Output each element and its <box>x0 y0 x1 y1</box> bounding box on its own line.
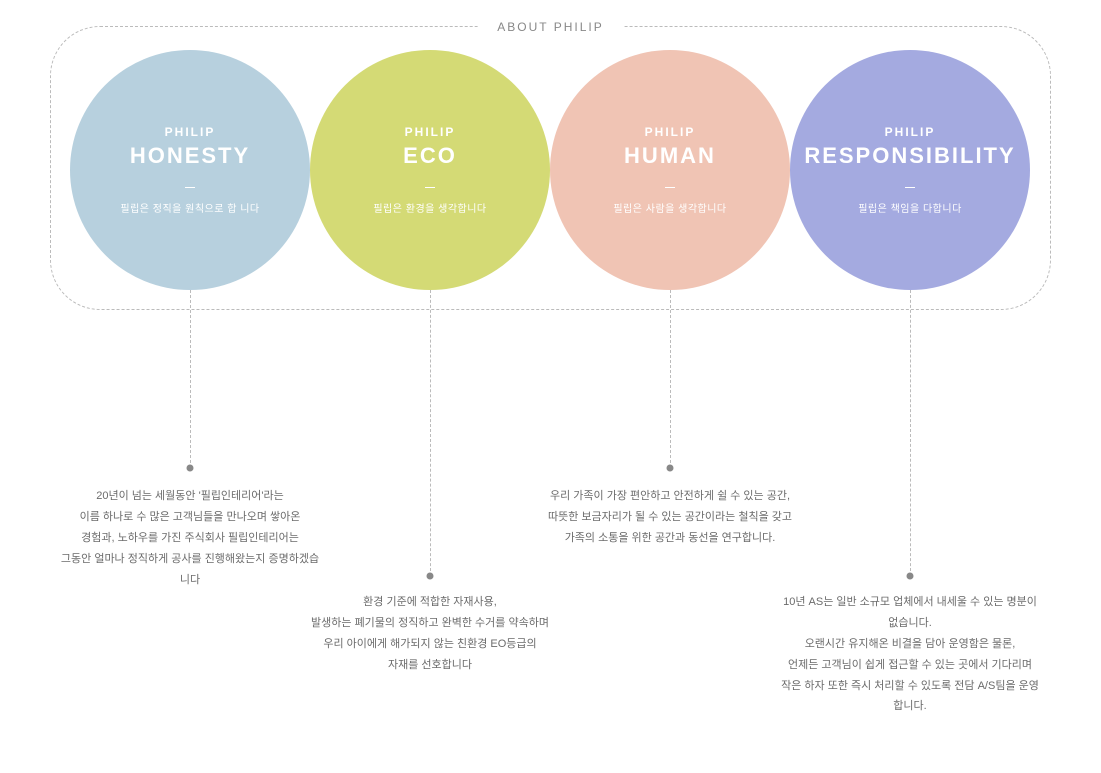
description-responsibility: 10년 AS는 일반 소규모 업체에서 내세울 수 있는 명분이 없습니다.오랜… <box>780 592 1040 717</box>
desc-line: 따뜻한 보금자리가 될 수 있는 공간이라는 철칙을 갖고 <box>540 507 800 528</box>
circle-eco: PHILIP ECO 필립은 환경을 생각합니다 <box>310 50 550 290</box>
circle-tagline: 필립은 책임을 다합니다 <box>858 200 962 215</box>
circle-tagline: 필립은 정직을 원칙으로 합 니다 <box>120 200 259 215</box>
circle-divider <box>185 187 195 188</box>
leader-line <box>910 290 911 576</box>
leader-dot <box>667 465 674 472</box>
description-human: 우리 가족이 가장 편안하고 안전하게 쉴 수 있는 공간,따뜻한 보금자리가 … <box>540 486 800 549</box>
circle-value: RESPONSIBILITY <box>804 143 1015 169</box>
desc-line: 그동안 얼마나 정직하게 공사를 진행해왔는지 증명하겠습니다 <box>60 549 320 591</box>
circle-divider <box>905 187 915 188</box>
infographic-container: ABOUT PHILIP PHILIP HONESTY 필립은 정직을 원칙으로 합… <box>0 0 1101 773</box>
leader-dot <box>187 465 194 472</box>
desc-line: 오랜시간 유지해온 비결을 담아 운영함은 물론, <box>780 634 1040 655</box>
circle-value: HONESTY <box>130 143 250 169</box>
circle-tagline: 필립은 환경을 생각합니다 <box>373 200 486 215</box>
circle-brand: PHILIP <box>405 125 456 139</box>
leader-line <box>670 290 671 468</box>
desc-line: 경험과, 노하우를 가진 주식회사 필립인테리어는 <box>60 528 320 549</box>
circle-value: HUMAN <box>624 143 716 169</box>
circle-human: PHILIP HUMAN 필립은 사람을 생각합니다 <box>550 50 790 290</box>
leader-dot <box>427 573 434 580</box>
circle-honesty: PHILIP HONESTY 필립은 정직을 원칙으로 합 니다 <box>70 50 310 290</box>
desc-line: 작은 하자 또한 즉시 처리할 수 있도록 전담 A/S팀을 운영합니다. <box>780 676 1040 718</box>
circle-brand: PHILIP <box>885 125 936 139</box>
circle-tagline: 필립은 사람을 생각합니다 <box>613 200 726 215</box>
circle-brand: PHILIP <box>165 125 216 139</box>
desc-line: 10년 AS는 일반 소규모 업체에서 내세울 수 있는 명분이 없습니다. <box>780 592 1040 634</box>
description-eco: 환경 기준에 적합한 자재사용,발생하는 폐기물의 정직하고 완벽한 수거를 약… <box>300 592 560 676</box>
circle-brand: PHILIP <box>645 125 696 139</box>
desc-line: 우리 가족이 가장 편안하고 안전하게 쉴 수 있는 공간, <box>540 486 800 507</box>
circle-divider <box>425 187 435 188</box>
desc-line: 이름 하나로 수 많은 고객님들을 만나오며 쌓아온 <box>60 507 320 528</box>
leader-dot <box>907 573 914 580</box>
leader-line <box>430 290 431 576</box>
desc-line: 우리 아이에게 해가되지 않는 친환경 EO등급의 <box>300 634 560 655</box>
desc-line: 가족의 소통을 위한 공간과 동선을 연구합니다. <box>540 528 800 549</box>
desc-line: 20년이 넘는 세월동안 '필립인테리어'라는 <box>60 486 320 507</box>
circle-divider <box>665 187 675 188</box>
circles-group: PHILIP HONESTY 필립은 정직을 원칙으로 합 니다 PHILIP ECO 필… <box>70 50 1030 290</box>
circle-responsibility: PHILIP RESPONSIBILITY 필립은 책임을 다합니다 <box>790 50 1030 290</box>
leader-line <box>190 290 191 468</box>
desc-line: 언제든 고객님이 쉽게 접근할 수 있는 곳에서 기다리며 <box>780 655 1040 676</box>
desc-line: 자재를 선호합니다 <box>300 655 560 676</box>
section-label: ABOUT PHILIP <box>477 20 623 34</box>
desc-line: 발생하는 폐기물의 정직하고 완벽한 수거를 약속하며 <box>300 613 560 634</box>
desc-line: 환경 기준에 적합한 자재사용, <box>300 592 560 613</box>
circle-value: ECO <box>403 143 457 169</box>
description-honesty: 20년이 넘는 세월동안 '필립인테리어'라는이름 하나로 수 많은 고객님들을… <box>60 486 320 590</box>
